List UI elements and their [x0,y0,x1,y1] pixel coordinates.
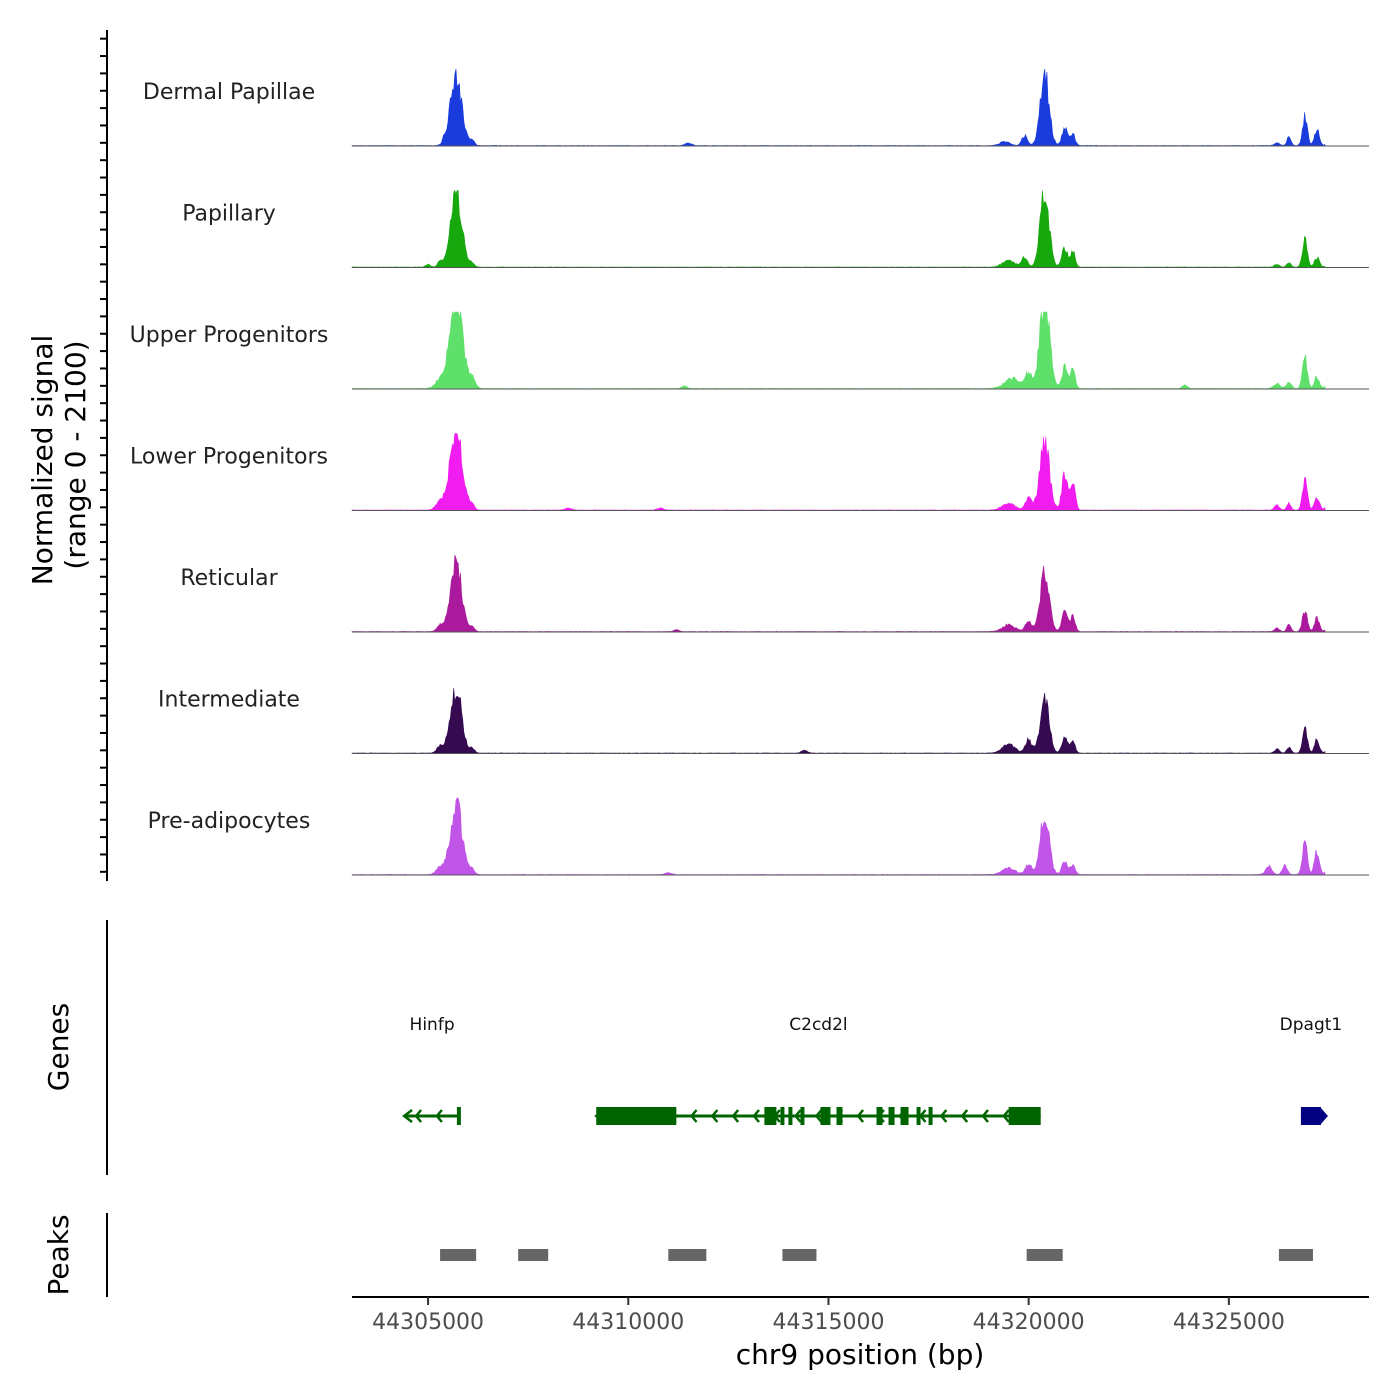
gene-strand-chevron [1002,1109,1010,1123]
peaks-track-label: Peaks [42,1214,75,1295]
gene-exon [928,1107,933,1125]
gene-strand-chevron [689,1109,698,1123]
gene-strand-chevron [731,1109,740,1123]
peak-region [782,1249,817,1261]
gene-exon [876,1107,883,1125]
gene-label: C2cd2l [789,1015,847,1035]
gene-strand-chevron [752,1109,760,1123]
coverage-y-axis-ticks [100,37,107,873]
coverage-area [351,797,1326,876]
coverage-area [351,311,1326,390]
coverage-track-label: Upper Progenitors [130,323,329,348]
coverage-tracks: Dermal Papillae Papillary Upper Progenitor… [130,68,1369,876]
gene-model: C2cd2l [594,1015,1041,1125]
gene-strand-arrow [1320,1108,1328,1124]
coverage-area [351,68,1326,147]
coverage-track: Papillary [182,189,1369,268]
coverage-area [351,554,1326,633]
gene-exon [916,1107,921,1125]
gene-strand-chevron [814,1109,823,1123]
gene-strand-chevron [856,1109,865,1123]
coverage-track-label: Reticular [180,566,278,591]
coverage-track: Lower Progenitors [130,433,1369,511]
gene-exon [456,1107,461,1125]
gene-strand-chevron [939,1109,948,1123]
gene-strand-chevron [710,1109,719,1123]
peak-region [440,1249,477,1261]
genes-track-label: Genes [42,1003,75,1091]
coverage-track: Reticular [180,554,1369,633]
coverage-track: Pre-adipocytes [148,797,1369,876]
x-axis-label: chr9 position (bp) [736,1338,985,1371]
coverage-area [351,189,1326,268]
peak-regions [440,1249,1313,1261]
coverage-track-label: Papillary [182,202,276,227]
x-axis-ticks: 44305000 44310000 44315000 44320000 44325000 [372,1297,1285,1335]
x-axis-tick-label: 44310000 [572,1310,684,1335]
coverage-y-axis [100,30,108,881]
coverage-track: Upper Progenitors [130,311,1369,390]
peak-region [1026,1249,1063,1261]
gene-annotations: Hinfp C2cd2l Dpagt1 [401,1015,1343,1125]
gene-strand-chevron [414,1109,423,1123]
gene-label: Hinfp [410,1015,455,1035]
gene-exon [900,1107,909,1125]
gene-model: Dpagt1 [1280,1015,1343,1125]
x-axis-tick-label: 44320000 [973,1310,1085,1335]
gene-strand-chevron [435,1109,443,1123]
coverage-track: Dermal Papillae [143,68,1369,147]
coverage-y-axis-label: Normalized signal [26,335,59,586]
gene-exon [764,1107,777,1125]
gene-strand-chevron [960,1109,969,1123]
coverage-area [351,688,1326,754]
gene-exon [836,1107,843,1125]
gene-exon [780,1107,785,1125]
coverage-track-label: Lower Progenitors [130,445,328,470]
gene-strand-arrow [401,1109,413,1123]
gene-exon [1300,1107,1321,1125]
x-axis-tick-label: 44315000 [772,1310,884,1335]
gene-exon [1008,1107,1041,1125]
coverage-track: Intermediate [158,688,1369,754]
gene-exon [820,1107,831,1125]
gene-exon [788,1107,793,1125]
x-axis-tick-label: 44305000 [372,1310,484,1335]
coverage-track-label: Dermal Papillae [143,80,315,105]
peak-region [1278,1249,1313,1261]
gene-exon [888,1107,895,1125]
gene-strand-arrow [594,1109,605,1123]
coverage-track-label: Pre-adipocytes [148,809,311,834]
peak-region [518,1249,549,1261]
coverage-track-label: Intermediate [158,688,300,713]
gene-strand-chevron [981,1109,989,1123]
peak-region [668,1249,707,1261]
gene-model: Hinfp [401,1015,461,1125]
coverage-y-axis-range-label: (range 0 - 2100) [59,340,92,569]
coverage-area [351,433,1326,511]
gene-exon [596,1107,677,1125]
gene-exon [800,1107,805,1125]
gene-label: Dpagt1 [1280,1015,1343,1035]
gene-strand-chevron [794,1109,802,1123]
x-axis-tick-label: 44325000 [1173,1310,1285,1335]
